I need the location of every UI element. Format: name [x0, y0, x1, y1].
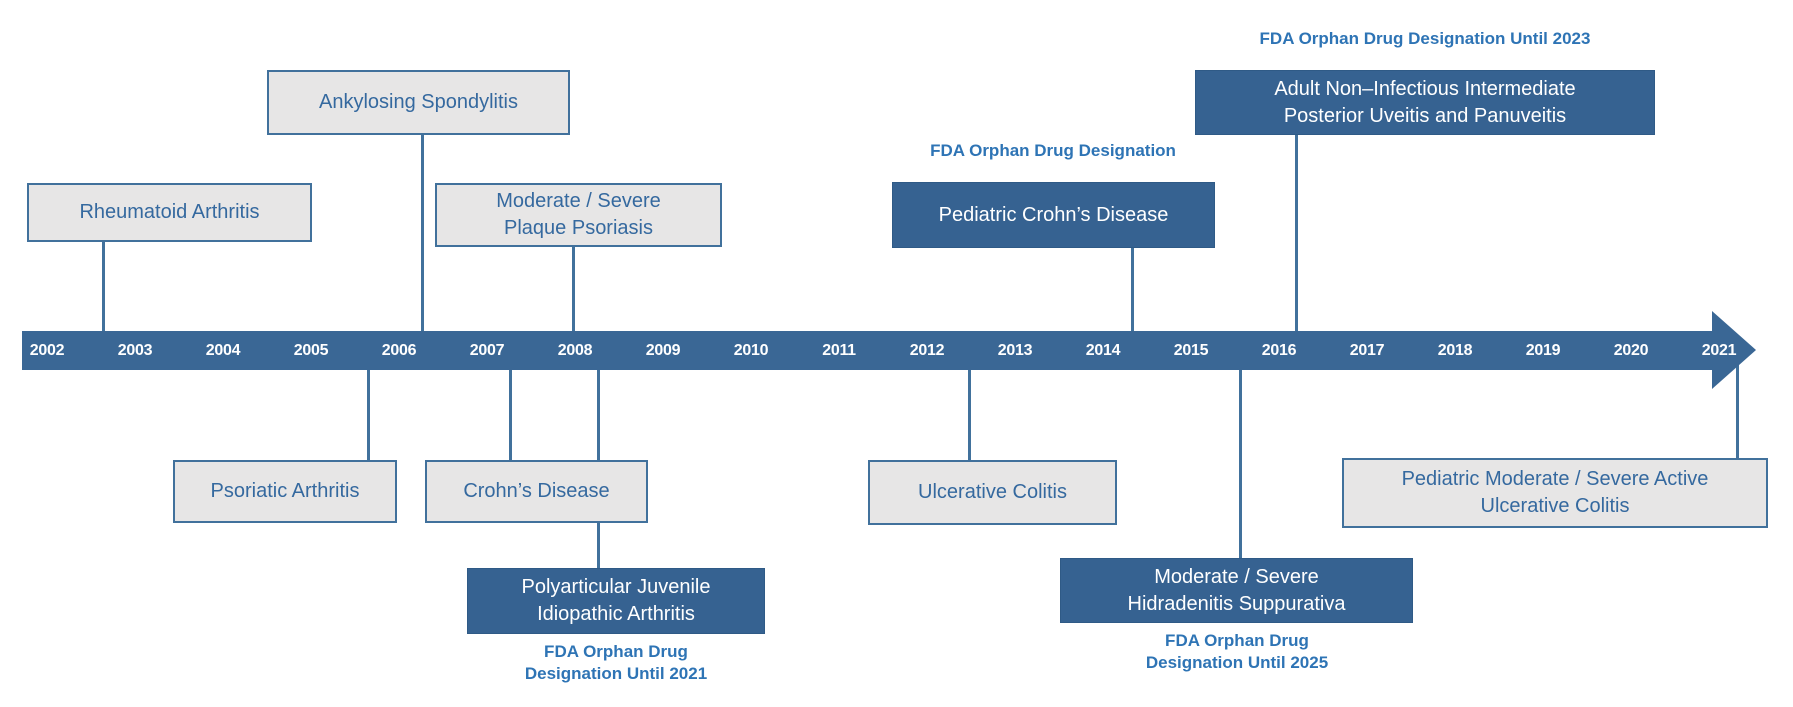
- event-label: Moderate / Severe: [1154, 565, 1319, 588]
- connector-psoriatic-arthritis: [366, 370, 370, 460]
- event-box-pediatric-crohns: Pediatric Crohn’s Disease: [892, 182, 1215, 248]
- fda-designation-note-line: Designation Until 2025: [1145, 653, 1329, 672]
- connector-rheumatoid-arthritis: [101, 242, 105, 331]
- event-label: Ulcerative Colitis: [918, 481, 1067, 503]
- connector-crohns-disease: [508, 370, 512, 460]
- fda-designation-note-line: Designation Until 2021: [524, 664, 708, 683]
- connector-ulcerative-colitis: [967, 370, 971, 460]
- event-box-plaque-psoriasis: Moderate / Severe Plaque Psoriasis: [435, 183, 722, 247]
- event-label: Rheumatoid Arthritis: [79, 201, 260, 223]
- event-box-psoriatic-arthritis: Psoriatic Arthritis: [173, 460, 397, 523]
- year-label-2006: 2006: [381, 342, 417, 359]
- event-label: Ulcerative Colitis: [1480, 495, 1630, 517]
- year-label-2013: 2013: [997, 342, 1033, 359]
- event-box-uveitis: Adult Non–Infectious Intermediate Posteri…: [1195, 70, 1655, 135]
- year-label-2005: 2005: [293, 342, 329, 359]
- year-label-2002: 2002: [29, 342, 65, 359]
- year-label-2008: 2008: [557, 342, 593, 359]
- event-label: Hidradenitis Suppurativa: [1127, 592, 1346, 615]
- timeline-bar: [22, 331, 1712, 370]
- connector-pediatric-uc: [1735, 352, 1739, 458]
- event-label: Pediatric Crohn’s Disease: [938, 203, 1169, 226]
- fda-designation-note-hidradenitis: FDA Orphan Drug Designation Until 2025: [1146, 630, 1328, 674]
- year-label-2012: 2012: [909, 342, 945, 359]
- event-label: Crohn’s Disease: [463, 480, 610, 502]
- fda-designation-note-jia: FDA Orphan Drug Designation Until 2021: [525, 641, 707, 685]
- year-label-2010: 2010: [733, 342, 769, 359]
- year-label-2004: 2004: [205, 342, 241, 359]
- event-label: Idiopathic Arthritis: [537, 603, 695, 625]
- event-box-pediatric-uc: Pediatric Moderate / Severe Active Ulcera…: [1342, 458, 1768, 528]
- event-label: Psoriatic Arthritis: [210, 480, 360, 502]
- year-label-2011: 2011: [822, 342, 856, 359]
- connector-ankylosing-spondylitis: [420, 135, 424, 331]
- year-label-2003: 2003: [117, 342, 153, 359]
- year-label-2019: 2019: [1525, 342, 1561, 359]
- year-label-2020: 2020: [1613, 342, 1649, 359]
- connector-uveitis: [1294, 135, 1298, 331]
- event-label: Posterior Uveitis and Panuveitis: [1283, 104, 1567, 127]
- year-label-2007: 2007: [469, 342, 505, 359]
- fda-designation-note-line: FDA Orphan Drug: [544, 642, 688, 661]
- event-label: Ankylosing Spondylitis: [319, 91, 518, 113]
- connector-pediatric-crohns: [1130, 248, 1134, 331]
- event-label: Plaque Psoriasis: [504, 217, 653, 239]
- year-label-2021: 2021: [1701, 342, 1737, 359]
- event-box-jia: Polyarticular Juvenile Idiopathic Arthrit…: [467, 568, 765, 634]
- event-label: Moderate / Severe: [496, 190, 661, 212]
- fda-designation-note-pediatric-crohns: FDA Orphan Drug Designation: [930, 140, 1176, 162]
- connector-hidradenitis: [1238, 370, 1242, 558]
- year-label-2018: 2018: [1437, 342, 1473, 359]
- year-label-2014: 2014: [1085, 342, 1121, 359]
- year-label-2017: 2017: [1349, 342, 1385, 359]
- event-box-ankylosing-spondylitis: Ankylosing Spondylitis: [267, 70, 570, 135]
- event-box-crohns-disease: Crohn’s Disease: [425, 460, 648, 523]
- event-label: Pediatric Moderate / Severe Active: [1401, 468, 1709, 490]
- year-label-2015: 2015: [1173, 342, 1209, 359]
- fda-designation-note-line: FDA Orphan Drug Designation: [930, 141, 1176, 160]
- connector-plaque-psoriasis: [571, 247, 575, 331]
- fda-designation-note-line: FDA Orphan Drug Designation Until 2023: [1259, 29, 1591, 48]
- timeline-arrowhead-icon: [1712, 311, 1756, 389]
- year-label-2009: 2009: [645, 342, 681, 359]
- fda-designation-note-line: FDA Orphan Drug: [1165, 631, 1309, 650]
- fda-designation-note-uveitis: FDA Orphan Drug Designation Until 2023: [1260, 28, 1591, 50]
- event-box-hidradenitis: Moderate / Severe Hidradenitis Suppurativ…: [1060, 558, 1413, 623]
- event-box-rheumatoid-arthritis: Rheumatoid Arthritis: [27, 183, 312, 242]
- year-label-2016: 2016: [1261, 342, 1297, 359]
- event-box-ulcerative-colitis: Ulcerative Colitis: [868, 460, 1117, 525]
- event-label: Polyarticular Juvenile: [521, 576, 711, 598]
- event-label: Adult Non–Infectious Intermediate: [1274, 77, 1576, 100]
